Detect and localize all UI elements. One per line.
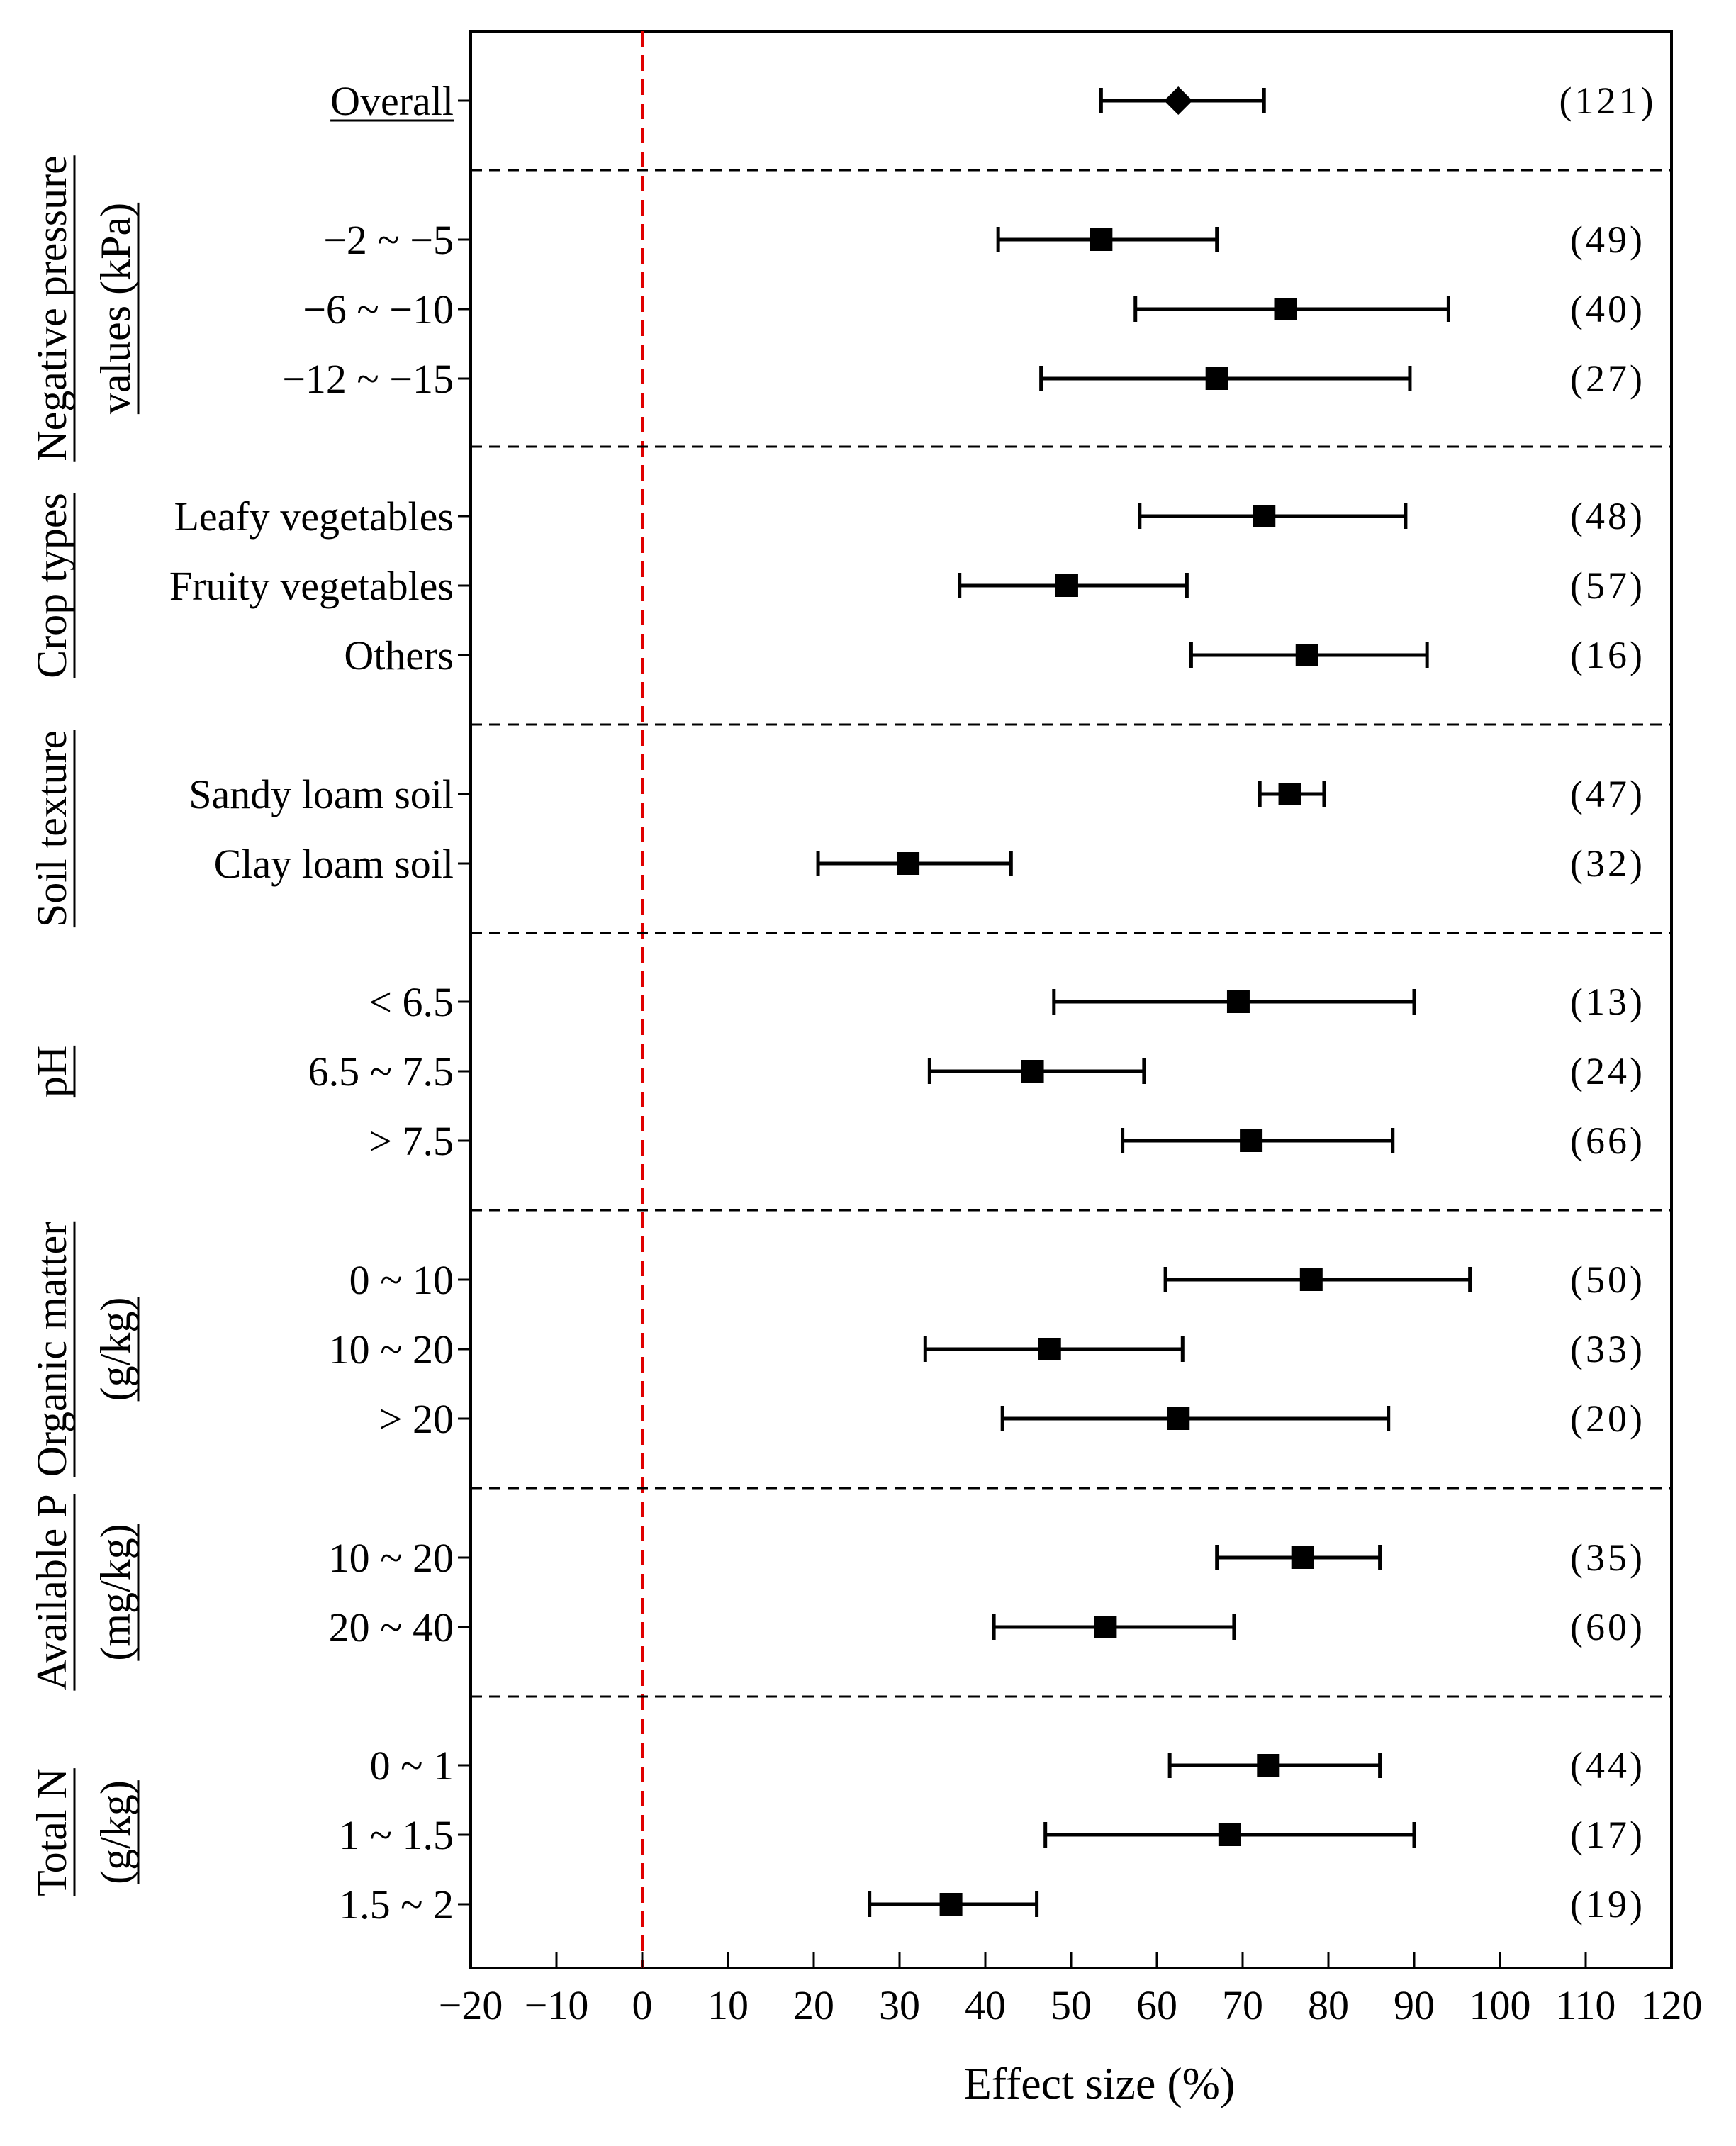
x-tick-label: −20: [439, 1982, 503, 2028]
row-label: 1.5 ~ 2: [339, 1882, 454, 1928]
row-label: 0 ~ 10: [349, 1257, 454, 1303]
estimate-square: [1295, 644, 1318, 666]
row-count: (121): [1559, 79, 1657, 122]
row-label: < 6.5: [369, 979, 454, 1025]
row-label: −12 ~ −15: [282, 356, 454, 402]
estimate-square: [1167, 1407, 1190, 1430]
row-count: (16): [1570, 634, 1645, 676]
estimate-square: [1253, 505, 1276, 527]
group-title-line: (mg/kg): [92, 1524, 139, 1660]
row-label: −2 ~ −5: [323, 217, 454, 263]
row-count: (57): [1570, 564, 1645, 607]
estimate-square: [1299, 1268, 1323, 1291]
x-tick-label: 30: [879, 1982, 920, 2028]
estimate-square: [1094, 1616, 1117, 1638]
x-tick-label: 100: [1469, 1982, 1531, 2028]
group-title-line: pH: [28, 1046, 75, 1097]
row-label: 6.5 ~ 7.5: [308, 1049, 454, 1095]
row-count: (20): [1570, 1397, 1645, 1440]
row-label: Clay loam soil: [214, 841, 454, 887]
row-count: (40): [1570, 288, 1645, 330]
group-title-line: Soil texture: [28, 730, 75, 927]
row-count: (44): [1570, 1744, 1645, 1787]
estimate-square: [1055, 574, 1078, 597]
row-count: (60): [1570, 1606, 1645, 1648]
group-title-line: (g/kg): [92, 1297, 139, 1402]
row-count: (32): [1570, 842, 1645, 885]
group-title-line: Crop types: [28, 493, 75, 678]
x-axis-title: Effect size (%): [964, 2058, 1236, 2108]
estimate-square: [1090, 228, 1113, 251]
estimate-square: [1291, 1546, 1314, 1569]
x-tick-label: 60: [1136, 1982, 1177, 2028]
row-label: 10 ~ 20: [329, 1326, 454, 1373]
row-count: (13): [1570, 980, 1645, 1023]
row-count: (49): [1570, 218, 1645, 261]
group-title-line: Negative pressure: [28, 155, 75, 461]
x-axis: −20 −10 0 10 20 30 40 50 60 70 80 90 100 110 120: [439, 1952, 1703, 2028]
group-title-line: (g/kg): [92, 1780, 139, 1884]
row-label: 10 ~ 20: [329, 1535, 454, 1581]
row-count: (50): [1570, 1258, 1645, 1301]
row-label: Overall: [330, 78, 454, 124]
x-tick-label: −10: [525, 1982, 589, 2028]
row-label: > 20: [379, 1396, 454, 1442]
estimate-square: [1240, 1129, 1263, 1152]
row-label: Fruity vegetables: [169, 563, 454, 609]
x-tick-label: 40: [965, 1982, 1006, 2028]
plot-marks: [458, 86, 1671, 1917]
estimate-square: [1218, 1823, 1241, 1846]
estimate-square: [1278, 783, 1301, 805]
row-label: Sandy loam soil: [189, 771, 454, 817]
estimate-square: [1226, 990, 1250, 1013]
x-tick-label: 90: [1394, 1982, 1435, 2028]
estimate-diamond: [1164, 86, 1193, 115]
row-label: Leafy vegetables: [174, 493, 454, 540]
row-count: (47): [1570, 773, 1645, 815]
x-tick-label: 110: [1556, 1982, 1616, 2028]
row-label: > 7.5: [369, 1118, 454, 1164]
row-label: 0 ~ 1: [370, 1743, 454, 1789]
x-tick-label: 10: [707, 1982, 749, 2028]
row-count: (66): [1570, 1119, 1645, 1162]
x-tick-label: 0: [632, 1982, 653, 2028]
row-count: (35): [1570, 1536, 1645, 1579]
group-title-line: Total N: [28, 1768, 75, 1896]
x-tick-label: 50: [1051, 1982, 1092, 2028]
row-label: −6 ~ −10: [303, 286, 454, 332]
x-tick-label: 80: [1308, 1982, 1349, 2028]
row-label: 1 ~ 1.5: [339, 1812, 454, 1858]
row-count: (24): [1570, 1050, 1645, 1092]
x-tick-label: 20: [793, 1982, 834, 2028]
estimate-square: [897, 852, 920, 875]
group-title-line: Organic matter: [28, 1222, 75, 1477]
estimate-square: [1205, 367, 1228, 390]
row-count: (19): [1570, 1883, 1645, 1926]
row-labels: Overall (121) −2 ~ −5 (49) −6 ~ −10 (40) −12 ~…: [169, 78, 1657, 1928]
estimate-square: [939, 1893, 963, 1916]
estimate-square: [1257, 1754, 1280, 1777]
group-title-line: Available P: [28, 1494, 75, 1690]
group-title-line: values (kPa): [92, 203, 139, 414]
row-count: (17): [1570, 1814, 1645, 1856]
x-tick-label: 70: [1222, 1982, 1263, 2028]
row-label: 20 ~ 40: [329, 1604, 454, 1650]
row-label: Others: [344, 632, 454, 678]
estimate-square: [1021, 1060, 1044, 1083]
row-count: (27): [1570, 357, 1645, 400]
group-titles: Negative pressure values (kPa) Crop types S…: [28, 155, 140, 1896]
x-tick-label: 120: [1641, 1982, 1703, 2028]
row-count: (33): [1570, 1328, 1645, 1370]
row-count: (48): [1570, 495, 1645, 537]
plot-frame: [469, 30, 1673, 1969]
estimate-square: [1274, 298, 1297, 320]
estimate-square: [1038, 1338, 1061, 1360]
